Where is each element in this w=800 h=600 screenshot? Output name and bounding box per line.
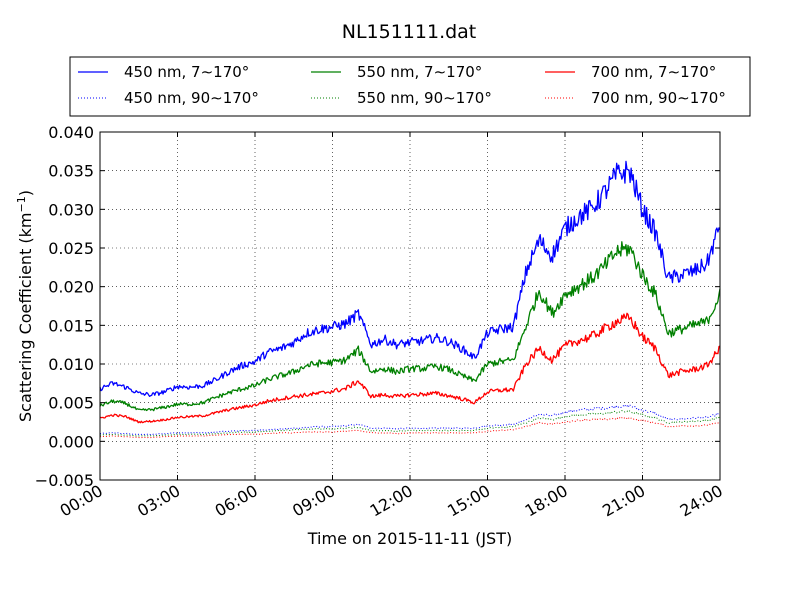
y-tick-labels: −0.005 0.000 0.005 0.010 0.015 0.020 0.025 0.03…	[35, 123, 94, 490]
x-tick-label: 15:00	[444, 481, 493, 521]
y-axis-label: Scattering Coefficient (km−1)	[15, 190, 35, 422]
chart-title: NL151111.dat	[342, 21, 477, 43]
x-tick-label: 21:00	[599, 481, 648, 521]
y-tick-label: −0.005	[35, 471, 94, 490]
y-tick-label: 0.000	[48, 432, 94, 451]
y-tick-label: 0.025	[48, 239, 94, 258]
x-tick-label: 18:00	[522, 481, 571, 521]
x-tick-label: 24:00	[677, 481, 726, 521]
legend-label: 700 nm, 90∼170°	[591, 89, 726, 107]
y-axis-label-exponent: −1	[15, 196, 28, 212]
legend-box	[69, 56, 751, 117]
x-tick-labels: 00:00 03:00 06:00 09:00 12:00 15:00 18:00 21:00…	[57, 481, 726, 521]
x-tick-label: 06:00	[212, 481, 261, 521]
y-tick-label: 0.010	[48, 355, 94, 374]
series-layer	[99, 160, 721, 439]
y-tick-label: 0.015	[48, 316, 94, 335]
series-line	[99, 160, 721, 398]
series-line	[99, 312, 721, 424]
x-tick-label: 03:00	[134, 481, 183, 521]
y-tick-label: 0.040	[48, 123, 94, 142]
series-line	[99, 416, 721, 439]
y-tick-label: 0.005	[48, 394, 94, 413]
legend-label: 450 nm, 7∼170°	[124, 63, 249, 81]
x-tick-label: 09:00	[289, 481, 338, 521]
legend-label: 700 nm, 7∼170°	[591, 63, 716, 81]
series-line	[99, 409, 721, 437]
series-line	[99, 241, 721, 412]
y-tick-label: 0.030	[48, 200, 94, 219]
y-tick-label: 0.035	[48, 162, 94, 181]
legend: 450 nm, 7∼170° 550 nm, 7∼170° 700 nm, 7∼17…	[69, 56, 751, 117]
x-axis-label: Time on 2015-11-11 (JST)	[307, 529, 512, 548]
grid	[100, 132, 720, 480]
series-line	[99, 404, 721, 436]
legend-label: 550 nm, 7∼170°	[357, 63, 482, 81]
legend-label: 450 nm, 90∼170°	[124, 89, 259, 107]
ticks	[99, 131, 721, 481]
x-tick-label: 12:00	[367, 481, 416, 521]
legend-label: 550 nm, 90∼170°	[357, 89, 492, 107]
y-axis-label-main: Scattering Coefficient (km	[16, 212, 35, 422]
y-tick-label: 0.020	[48, 278, 94, 297]
y-axis-label-close: )	[16, 190, 35, 196]
